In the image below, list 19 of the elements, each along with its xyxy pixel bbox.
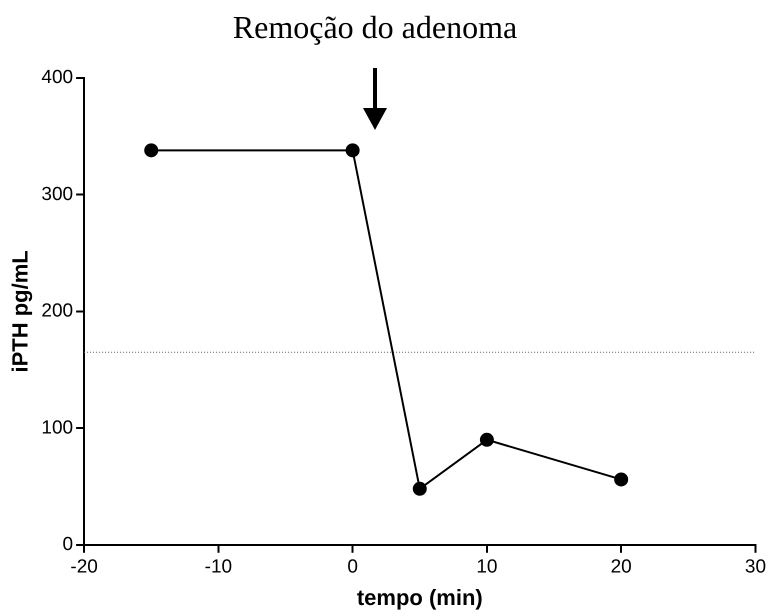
point — [412, 482, 427, 496]
y-tick-label: 300 — [41, 184, 74, 205]
y-axis-title: iPTH pg/mL — [7, 250, 32, 373]
y-tick-label: 0 — [62, 534, 74, 556]
point — [614, 472, 628, 486]
point — [346, 143, 360, 158]
x-axis-title: tempo (min) — [356, 584, 483, 610]
x-tick-label: -20 — [70, 556, 98, 578]
y-tick-label: 100 — [41, 417, 74, 438]
x-tick-label: 20 — [610, 556, 632, 578]
y-tick-label: 400 — [41, 67, 74, 88]
point — [480, 432, 494, 447]
point — [144, 143, 158, 158]
text: Remoção do adenoma — [232, 9, 518, 45]
y-tick-label: 200 — [41, 300, 74, 322]
x-tick-label: 0 — [347, 556, 358, 578]
x-tick-label: -10 — [204, 556, 232, 578]
x-tick-label: 10 — [476, 556, 498, 578]
x-tick-label: 30 — [744, 556, 766, 578]
